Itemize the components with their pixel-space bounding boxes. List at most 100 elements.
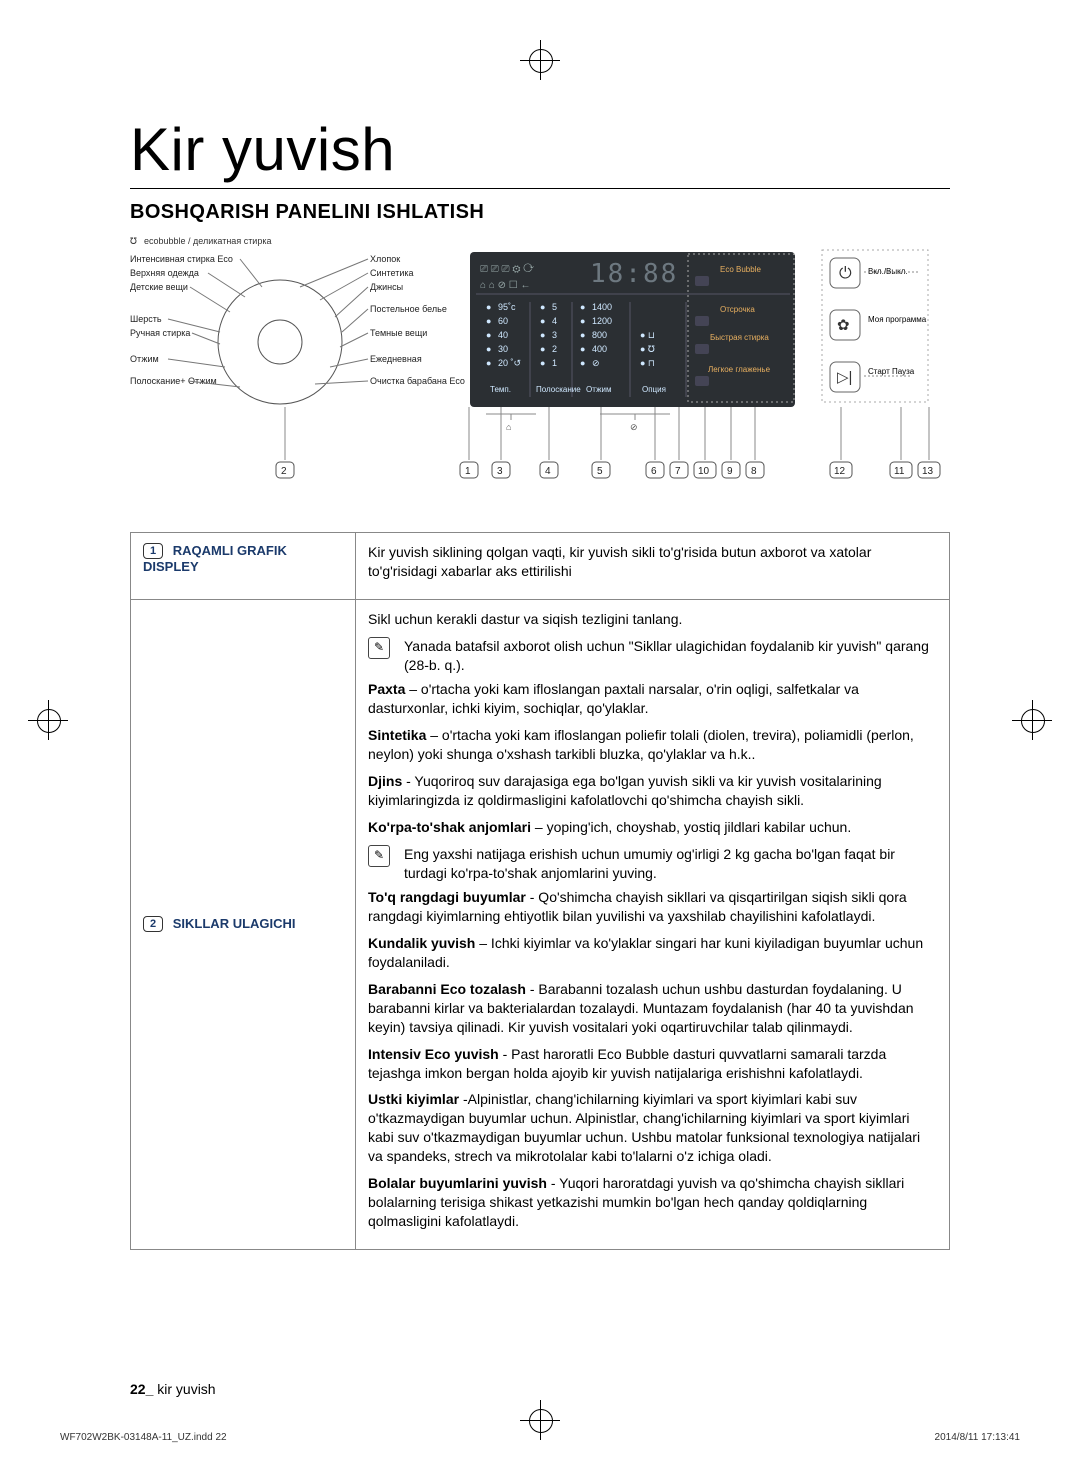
svg-text:Eco Bubble: Eco Bubble (720, 265, 761, 274)
svg-text:●: ● (580, 358, 585, 368)
svg-text:5: 5 (597, 466, 603, 477)
reg-mark (28, 700, 68, 740)
power-group: ⏻ Вкл./Выкл. (830, 258, 920, 288)
svg-text:3: 3 (552, 330, 557, 340)
svg-text:4: 4 (545, 466, 551, 477)
note-icon: ✎ (368, 637, 390, 659)
note-text: Eng yaxshi natijaga erishish uchun umumi… (404, 845, 937, 883)
svg-text:3: 3 (497, 466, 503, 477)
svg-text:Детские вещи: Детские вещи (130, 282, 188, 292)
svg-text:●: ● (540, 302, 545, 312)
svg-text:40: 40 (498, 330, 508, 340)
svg-text:Полоскание: Полоскание (536, 385, 581, 394)
svg-text:12: 12 (834, 466, 846, 477)
svg-text:▷|: ▷| (837, 369, 852, 386)
svg-text:Полоскание+ Отжим: Полоскание+ Отжим (130, 376, 217, 386)
svg-text:13: 13 (922, 466, 934, 477)
svg-text:● ℧: ● ℧ (640, 344, 655, 354)
svg-text:Джинсы: Джинсы (370, 282, 403, 292)
svg-text:9: 9 (727, 466, 733, 477)
svg-text:18:88: 18:88 (590, 259, 678, 289)
svg-text:●: ● (486, 302, 491, 312)
svg-text:Очистка барабана Eco: Очистка барабана Eco (370, 376, 465, 386)
row-number: 2 (143, 916, 163, 932)
svg-text:●: ● (580, 344, 585, 354)
row-body: Kir yuvish siklining qolgan vaqti, kir y… (356, 533, 950, 600)
dial-left-labels: Интенсивная стирка Eco Верхняя одежда Де… (130, 254, 262, 387)
svg-text:Ручная стирка: Ручная стирка (130, 328, 190, 338)
panel-svg: ℧ ecobubble / деликатная стирка Интенсив… (130, 232, 950, 492)
svg-text:400: 400 (592, 344, 607, 354)
body-text: Bolalar buyumlarini yuvish - Yuqori haro… (368, 1174, 937, 1231)
svg-text:6: 6 (651, 466, 657, 477)
body-text: Intensiv Eco yuvish - Past haroratli Eco… (368, 1045, 937, 1083)
svg-text:⌂: ⌂ (506, 422, 511, 432)
svg-text:Хлопок: Хлопок (370, 254, 400, 264)
svg-text:10: 10 (698, 466, 710, 477)
svg-text:Опция: Опция (642, 385, 666, 394)
note: ✎ Yanada batafsil axborot olish uchun "S… (368, 637, 937, 675)
callouts: 2 1 3 4 5 6 7 10 9 8 12 11 13 (276, 407, 940, 478)
svg-text:1200: 1200 (592, 316, 612, 326)
svg-text:Шерсть: Шерсть (130, 314, 162, 324)
body-text: Paxta – o'rtacha yoki kam ifloslangan pa… (368, 680, 937, 718)
note-icon: ✎ (368, 845, 390, 867)
svg-text:Темп.: Темп. (490, 385, 511, 394)
svg-text:Интенсивная стирка Eco: Интенсивная стирка Eco (130, 254, 233, 264)
svg-text:✿: ✿ (837, 317, 850, 334)
print-file: WF702W2BK-03148A-11_UZ.indd 22 (60, 1432, 227, 1443)
svg-text:●: ● (540, 344, 545, 354)
row-label-text: RAQAMLI GRAFIK DISPLEY (143, 543, 287, 574)
svg-text:60: 60 (498, 316, 508, 326)
svg-text:Старт Пауза: Старт Пауза (868, 367, 915, 376)
svg-text:●: ● (540, 358, 545, 368)
svg-text:●: ● (540, 330, 545, 340)
note: ✎ Eng yaxshi natijaga erishish uchun umu… (368, 845, 937, 883)
row-body: Sikl uchun kerakli dastur va siqish tezl… (356, 599, 950, 1249)
eco-label-text: ecobubble / деликатная стирка (144, 236, 272, 246)
description-table: 1 RAQAMLI GRAFIK DISPLEY Kir yuvish sikl… (130, 532, 950, 1250)
row-number: 1 (143, 543, 163, 559)
body-text: Sikl uchun kerakli dastur va siqish tezl… (368, 610, 937, 629)
print-timestamp: 2014/8/11 17:13:41 (935, 1432, 1020, 1443)
table-row: 1 RAQAMLI GRAFIK DISPLEY Kir yuvish sikl… (131, 533, 950, 600)
svg-text:2: 2 (552, 344, 557, 354)
svg-text:● ⊔: ● ⊔ (640, 330, 655, 340)
svg-text:⊘: ⊘ (630, 422, 638, 432)
svg-text:●: ● (486, 358, 491, 368)
svg-text:Синтетика: Синтетика (370, 268, 414, 278)
svg-text:95˚c: 95˚c (498, 302, 516, 312)
svg-text:1: 1 (465, 466, 471, 477)
svg-text:Отсрочка: Отсрочка (720, 305, 755, 314)
note-text: Yanada batafsil axborot olish uchun "Sik… (404, 637, 937, 675)
svg-text:Верхняя одежда: Верхняя одежда (130, 268, 199, 278)
svg-text:5: 5 (552, 302, 557, 312)
svg-text:30: 30 (498, 344, 508, 354)
page: Kir yuvish BOSHQARISH PANELINI ISHLATISH… (0, 0, 1080, 1473)
eco-label: ℧ (130, 236, 137, 246)
section-heading: BOSHQARISH PANELINI ISHLATISH (130, 201, 950, 224)
row-label-text: SIKLLAR ULAGICHI (173, 916, 296, 931)
table-row: 2 SIKLLAR ULAGICHI Sikl uchun kerakli da… (131, 599, 950, 1249)
svg-text:●: ● (486, 316, 491, 326)
svg-text:⊘: ⊘ (592, 358, 600, 368)
svg-text:Моя программа: Моя программа (868, 315, 927, 324)
svg-text:●: ● (580, 330, 585, 340)
row-label: 2 SIKLLAR ULAGICHI (131, 599, 356, 1249)
svg-text:●: ● (580, 302, 585, 312)
body-text: To'q rangdagi buyumlar - Qo'shimcha chay… (368, 888, 937, 926)
svg-text:●: ● (540, 316, 545, 326)
svg-text:Ежедневная: Ежедневная (370, 354, 422, 364)
svg-text:2: 2 (281, 466, 287, 477)
svg-text:⏻: ⏻ (839, 265, 852, 282)
svg-text:Легкое глаженье: Легкое глаженье (708, 365, 771, 374)
svg-text:20 ˚↺: 20 ˚↺ (498, 358, 521, 368)
svg-text:1: 1 (552, 358, 557, 368)
svg-text:800: 800 (592, 330, 607, 340)
body-text: Kir yuvish siklining qolgan vaqti, kir y… (368, 543, 937, 581)
page-title: Kir yuvish (130, 115, 950, 184)
page-section: kir yuvish (157, 1381, 215, 1397)
body-text: Djins - Yuqoriroq suv darajasiga ega bo'… (368, 772, 937, 810)
svg-text:●: ● (486, 330, 491, 340)
row-label: 1 RAQAMLI GRAFIK DISPLEY (131, 533, 356, 600)
